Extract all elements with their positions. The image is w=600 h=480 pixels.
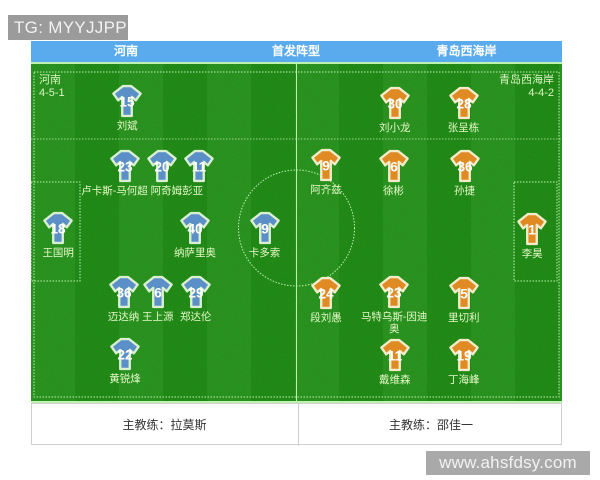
- svg-text:15: 15: [120, 95, 136, 110]
- svg-text:5: 5: [460, 287, 468, 302]
- svg-text:18: 18: [51, 221, 67, 236]
- svg-text:40: 40: [187, 221, 202, 236]
- svg-text:30: 30: [387, 96, 402, 111]
- svg-text:11: 11: [192, 159, 207, 174]
- svg-text:24: 24: [318, 286, 334, 301]
- svg-text:6: 6: [390, 160, 398, 175]
- svg-text:11: 11: [388, 349, 403, 364]
- svg-text:23: 23: [118, 159, 134, 174]
- svg-text:19: 19: [456, 348, 472, 363]
- svg-text:36: 36: [116, 285, 132, 300]
- svg-text:23: 23: [387, 285, 403, 300]
- svg-text:9: 9: [261, 221, 269, 236]
- svg-text:20: 20: [155, 159, 170, 174]
- svg-text:9: 9: [322, 159, 330, 174]
- svg-text:36: 36: [457, 159, 473, 174]
- svg-text:22: 22: [117, 347, 133, 362]
- svg-text:6: 6: [154, 285, 162, 300]
- svg-text:28: 28: [456, 96, 472, 111]
- svg-text:29: 29: [188, 285, 204, 300]
- svg-text:1: 1: [528, 222, 536, 237]
